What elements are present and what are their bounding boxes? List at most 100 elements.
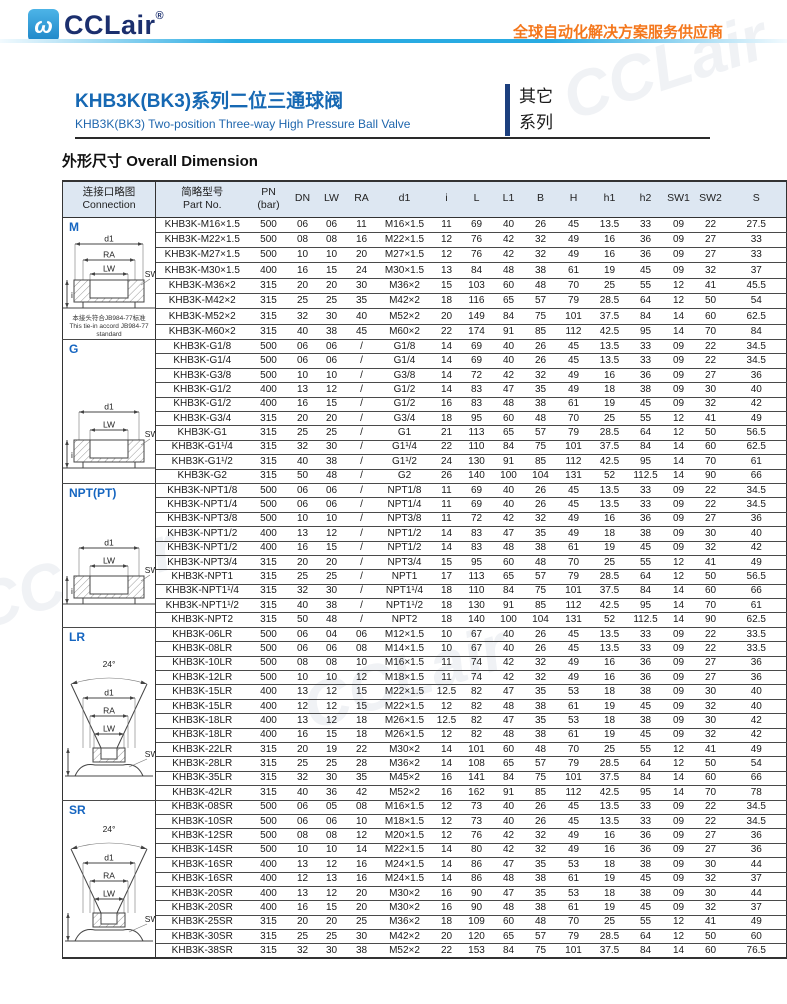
dim-cell: 14 xyxy=(432,526,461,542)
dim-cell: 09 xyxy=(662,843,695,859)
dim-cell: 315 xyxy=(248,411,289,427)
dim-cell: 12 xyxy=(662,425,695,441)
dim-cell: 30 xyxy=(694,713,727,729)
dim-cell: 09 xyxy=(662,641,695,657)
dim-cell: NPT1 xyxy=(376,569,433,585)
dim-cell: 24 xyxy=(432,454,461,470)
dim-cell: 16 xyxy=(432,771,461,787)
dim-cell: 22 xyxy=(432,440,461,456)
table-row: KHB3K-12LR 500 10 10 12 M18×1.5 11 74 42 32 49 16 36… xyxy=(63,670,787,686)
dim-cell: 47 xyxy=(492,382,525,398)
dim-cell: 16 xyxy=(288,262,317,279)
dim-cell: 06 xyxy=(288,497,317,513)
dim-cell: 83 xyxy=(460,541,493,556)
dim-cell: 06 xyxy=(316,339,347,355)
dim-cell: M42×2 xyxy=(376,929,433,945)
table-row: KHB3K-20SR 400 16 15 20 M30×2 16 90 48 38 61 19 45 09… xyxy=(63,900,787,916)
section-title-zh: 外形尺寸 xyxy=(62,153,123,170)
table-row: KHB3K-15LR 400 12 12 15 M22×1.5 12 82 48 38 61 19 45… xyxy=(63,699,787,715)
connection-diagram: d1 RA LW SW2 i xyxy=(63,234,155,309)
dim-cell: 49 xyxy=(556,382,591,398)
dim-cell: 16 xyxy=(590,843,629,859)
dim-cell: 36 xyxy=(726,670,787,686)
dim-cell: 315 xyxy=(248,555,289,571)
dim-cell: 48 xyxy=(492,541,525,556)
dim-cell: 27 xyxy=(694,670,727,686)
dim-cell: 50 xyxy=(288,469,317,484)
dim-cell: / xyxy=(346,469,377,484)
dim-cell: 28 xyxy=(346,756,377,772)
dim-cell: 18 xyxy=(590,526,629,542)
dim-cell: 38 xyxy=(316,454,347,470)
dim-cell: 70 xyxy=(556,278,591,295)
dim-cell: M26×1.5 xyxy=(376,713,433,729)
dim-cell: 61 xyxy=(556,900,591,916)
dim-cell: 06 xyxy=(316,814,347,830)
dim-cell: 400 xyxy=(248,382,289,398)
dimension-table: 连接口略图 Connection 简略型号 Part No. PN (bar) … xyxy=(62,180,787,960)
dim-cell: 14 xyxy=(662,771,695,787)
dim-cell: 18 xyxy=(590,713,629,729)
dim-cell: 38 xyxy=(628,684,663,700)
dim-cell: 19 xyxy=(590,728,629,744)
part-no-cell: KHB3K-G1/4 xyxy=(155,353,249,369)
table-row: KHB3K-20SR 400 13 12 20 M30×2 16 90 47 35 53 18 38 09… xyxy=(63,886,787,902)
dim-cell: 48 xyxy=(524,278,557,295)
dim-cell: 315 xyxy=(248,598,289,614)
col-d1: d1 xyxy=(376,181,433,218)
dim-cell: 500 xyxy=(248,483,289,499)
table-row: NPT(PT)d1LWSW2iKHB3K-NPT1/85000606/NPT1/… xyxy=(62,483,787,628)
dim-cell: 20 xyxy=(316,555,347,571)
table-row: KHB3K-NPT3/8 500 10 10/NPT3/8 11 72 42 32 49 16 36… xyxy=(63,512,787,528)
part-no-cell: KHB3K-G1/2 xyxy=(155,382,249,398)
dim-cell: 30 xyxy=(316,440,347,456)
dim-cell: 06 xyxy=(316,497,347,513)
part-no-cell: KHB3K-G1¹/2 xyxy=(155,454,249,470)
dim-cell: 32 xyxy=(524,232,557,249)
dim-cell: 41 xyxy=(694,555,727,571)
dim-cell: 315 xyxy=(248,293,289,310)
series-badge: 其它 系列 xyxy=(505,84,553,137)
part-no-cell: KHB3K-NPT3/4 xyxy=(155,555,249,571)
dim-cell: 16 xyxy=(590,828,629,844)
section-title: 外形尺寸 Overall Dimension xyxy=(62,150,258,171)
dim-cell: 45 xyxy=(628,541,663,556)
part-no-cell: KHB3K-G2 xyxy=(155,469,249,484)
dim-cell: 84 xyxy=(492,943,525,959)
dim-cell: 12 xyxy=(662,278,695,295)
dim-cell: 28.5 xyxy=(590,293,629,310)
dim-cell: 09 xyxy=(662,247,695,264)
dim-cell: 32 xyxy=(288,584,317,600)
dim-cell: 30 xyxy=(694,526,727,542)
dim-cell: 12 xyxy=(346,828,377,844)
dim-cell: 28.5 xyxy=(590,425,629,441)
dim-cell: 25 xyxy=(590,411,629,427)
dim-cell: 12 xyxy=(662,555,695,571)
dim-cell: 130 xyxy=(460,598,493,614)
dim-cell: 38 xyxy=(346,943,377,959)
dim-cell: 25 xyxy=(288,425,317,441)
dim-cell: 54 xyxy=(726,756,787,772)
dim-cell: 82 xyxy=(460,728,493,744)
dim-cell: 12 xyxy=(316,713,347,729)
dim-cell: 30 xyxy=(316,308,347,325)
dim-cell: 12 xyxy=(316,526,347,542)
dim-cell: 64 xyxy=(628,425,663,441)
dim-cell: M36×2 xyxy=(376,915,433,931)
dim-cell: 500 xyxy=(248,641,289,657)
dim-cell: 19 xyxy=(590,262,629,279)
dim-cell: 12 xyxy=(662,915,695,931)
dim-cell: 149 xyxy=(460,308,493,325)
dim-cell: 76.5 xyxy=(726,943,787,959)
dim-cell: 61 xyxy=(726,598,787,614)
dim-cell: 60 xyxy=(492,555,525,571)
dim-cell: 10 xyxy=(316,512,347,528)
dim-cell: 45 xyxy=(628,900,663,916)
svg-text:LW: LW xyxy=(103,420,115,430)
part-no-cell: KHB3K-G1/2 xyxy=(155,397,249,413)
part-no-cell: KHB3K-16SR xyxy=(155,872,249,887)
dim-cell: 15 xyxy=(316,541,347,556)
dim-cell: 41 xyxy=(694,915,727,931)
part-no-cell: KHB3K-M16×1.5 xyxy=(155,217,249,233)
svg-text:24°: 24° xyxy=(103,659,116,669)
